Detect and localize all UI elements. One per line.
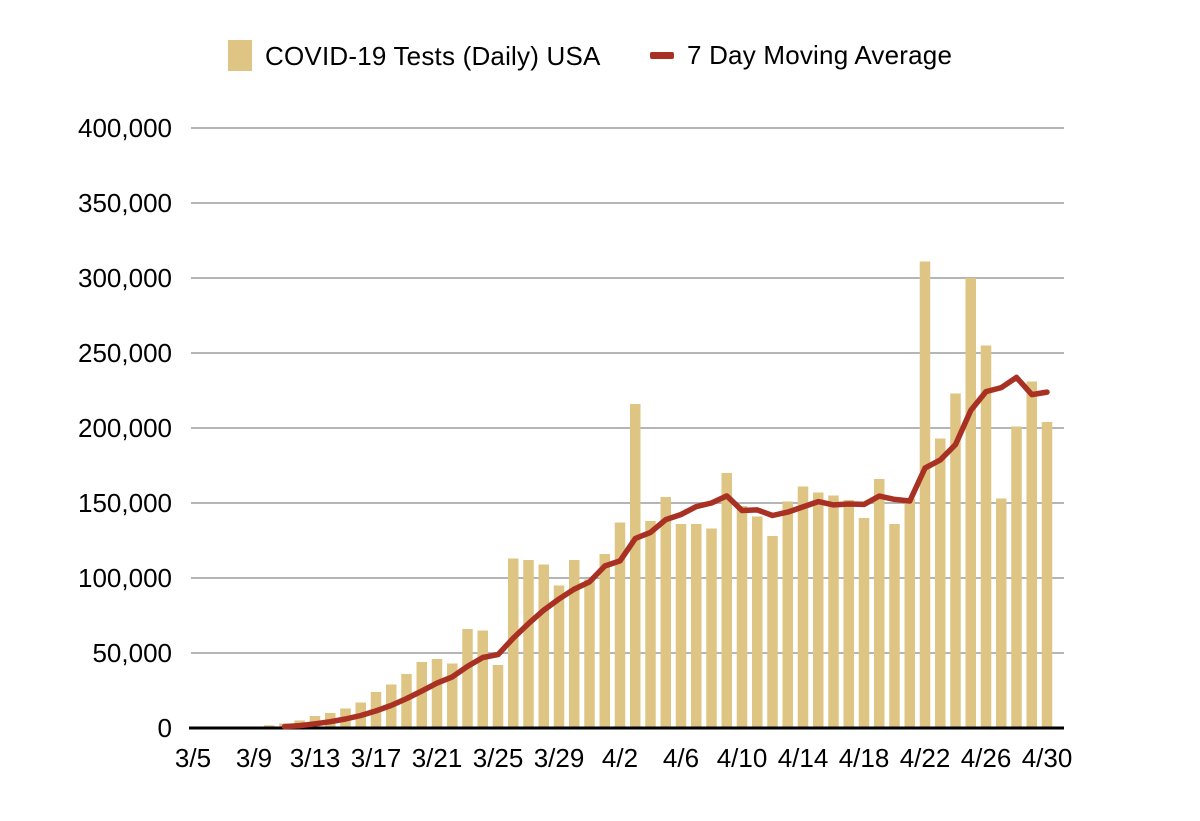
y-tick-label: 250,000 <box>78 338 172 368</box>
bar <box>569 560 580 728</box>
line-series-label: 7 Day Moving Average <box>687 40 953 70</box>
bar <box>843 500 854 728</box>
x-tick-label: 4/2 <box>602 743 638 773</box>
x-tick-label: 4/18 <box>839 743 890 773</box>
y-tick-label: 0 <box>158 713 172 743</box>
bar <box>416 662 427 728</box>
y-tick-label: 50,000 <box>92 638 172 668</box>
legend-item-moving-average: 7 Day Moving Average <box>650 40 952 71</box>
bar <box>447 663 458 728</box>
bar <box>858 518 870 728</box>
y-tick-label: 100,000 <box>78 563 172 593</box>
x-tick-label: 4/26 <box>961 743 1012 773</box>
y-tick-label: 150,000 <box>78 488 172 518</box>
x-tick-label: 4/10 <box>717 743 768 773</box>
y-tick-label: 350,000 <box>78 188 172 218</box>
bar-series-label: COVID-19 Tests (Daily) USA <box>265 41 601 71</box>
bar <box>950 393 961 728</box>
legend: COVID-19 Tests (Daily) USA 7 Day Moving … <box>0 40 1200 80</box>
bar <box>1026 381 1037 728</box>
x-tick-label: 3/5 <box>175 743 211 773</box>
x-tick-label: 4/22 <box>900 743 951 773</box>
ma-line <box>281 374 1050 730</box>
bar-series-swatch <box>228 40 252 71</box>
bar <box>782 501 793 728</box>
bar <box>1011 426 1022 728</box>
bar <box>935 438 946 728</box>
bar <box>462 629 473 728</box>
x-tick-label: 4/14 <box>778 743 829 773</box>
x-tick-label: 4/6 <box>663 743 699 773</box>
x-tick-label: 3/21 <box>412 743 463 773</box>
bar <box>706 528 717 728</box>
bar <box>599 554 610 728</box>
bar <box>980 345 992 728</box>
y-tick-label: 200,000 <box>78 413 172 443</box>
line-series-swatch <box>650 52 674 59</box>
bar <box>721 473 732 728</box>
x-tick-label: 3/25 <box>473 743 524 773</box>
bar <box>828 495 839 728</box>
x-tick-label: 3/9 <box>236 743 272 773</box>
bar <box>630 404 641 728</box>
bar <box>492 665 504 728</box>
x-tick-label: 4/30 <box>1022 743 1073 773</box>
bar <box>1041 422 1053 728</box>
bar <box>660 497 671 728</box>
legend-item-daily-tests: COVID-19 Tests (Daily) USA <box>228 40 601 71</box>
bar <box>874 479 885 728</box>
bar <box>889 524 900 728</box>
bar <box>797 486 809 728</box>
bar <box>523 560 534 728</box>
bar <box>584 579 595 728</box>
bar <box>965 278 976 728</box>
y-tick-label: 400,000 <box>78 113 172 143</box>
bar <box>477 630 488 728</box>
bar <box>675 524 687 728</box>
bar <box>538 564 549 728</box>
bar <box>508 558 519 728</box>
bar <box>752 516 763 728</box>
bar <box>904 498 915 728</box>
bar <box>919 261 931 728</box>
x-tick-label: 3/17 <box>351 743 402 773</box>
bar <box>736 506 748 728</box>
bar <box>431 659 443 728</box>
x-tick-label: 3/13 <box>290 743 341 773</box>
bar <box>614 522 626 728</box>
bar <box>553 585 565 728</box>
bar <box>996 498 1007 728</box>
bar <box>645 521 656 728</box>
y-tick-label: 300,000 <box>78 263 172 293</box>
bar <box>691 524 702 728</box>
x-tick-label: 3/29 <box>534 743 585 773</box>
bar <box>767 536 778 728</box>
bar <box>813 492 824 728</box>
